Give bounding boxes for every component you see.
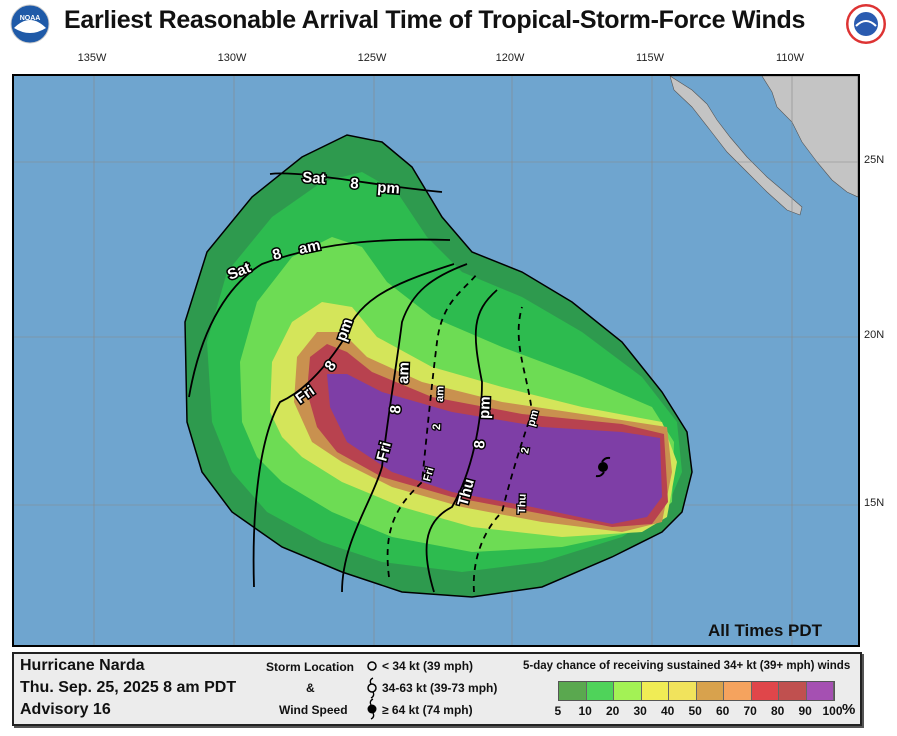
label-fri-2am: am [434,386,447,403]
lon-label: 115W [636,52,664,64]
contour-fri-2am [386,273,478,578]
storm-name: Hurricane Narda [20,657,145,674]
lon-label: 130W [217,52,247,64]
scale-tick: 20 [606,704,620,718]
page-title: Earliest Reasonable Arrival Time of Trop… [64,6,806,34]
land-baja [669,76,858,216]
symbol-text: < 34 kt (39 mph) [382,659,474,673]
scale-swatch [614,682,642,700]
nws-logo [846,4,886,44]
label-fri-8am: am [395,362,413,384]
scale-swatch [586,682,614,700]
label-fri-8am: 8 [387,405,405,415]
scale-tick: 40 [661,704,675,718]
contour-sat-8pm [269,172,443,193]
scale-swatch [641,682,669,700]
contour-fri-8pm [252,263,455,588]
lat-label: 25N [864,154,885,166]
label-sat-8pm: pm [377,179,401,198]
scale-tick: 80 [771,704,785,718]
arrival-contours [188,172,533,593]
scale-swatch [696,682,724,700]
wind-speed-label: Wind Speed [279,703,348,717]
contour-thu-2pm [472,306,533,593]
scale-swatch [779,682,807,700]
lon-label: 120W [495,52,525,64]
scale-swatch [559,682,587,700]
scale-tick: 60 [716,704,730,718]
timezone-note: All Times PDT [708,621,822,640]
label-thu-8pm: 8 [471,440,489,450]
scale-swatch [669,682,697,700]
label-sat-8pm: Sat [302,169,326,188]
header: NOAA Earliest Reasonable Arrival Time of… [0,0,897,46]
legend: Hurricane Narda Thu. Sep. 25, 2025 8 am … [12,652,862,726]
lon-label: 125W [357,52,387,64]
scale-unit: % [842,701,856,718]
lon-label: 135W [77,52,107,64]
lat-label: 15N [864,497,885,509]
storm-symbols [367,661,377,720]
scale-tick: 70 [743,704,757,718]
label-fri-2am: Fri [421,466,436,483]
label-fri-2am: 2 [431,424,443,431]
probability-color-scale [558,681,835,701]
svg-text:NOAA: NOAA [20,15,41,22]
label-thu-8pm: pm [476,396,494,419]
label-thu-2pm: Thu [516,494,529,515]
tropical-storm-icon [367,677,377,699]
scale-tick: 10 [578,704,592,718]
scale-tick: 30 [633,704,647,718]
hurricane-icon [367,698,377,720]
advisory-number: Advisory 16 [20,701,111,718]
advisory-datetime: Thu. Sep. 25, 2025 8 am PDT [20,679,237,696]
contour-sat-8am [188,238,451,398]
noaa-logo: NOAA [10,4,50,44]
lat-label: 20N [864,329,885,341]
scale-tick: 50 [688,704,702,718]
symbol-text: ≥ 64 kt (74 mph) [382,703,473,717]
contour-fri-8am [341,263,468,593]
scale-swatch [724,682,752,700]
probability-swath [184,134,693,598]
lon-label: 110W [776,52,804,64]
amp-label: & [306,681,315,695]
scale-swatch [751,682,779,700]
contour-thu-8pm [425,289,498,593]
open-circle-icon [367,661,377,671]
scale-tick: 90 [798,704,812,718]
scale-swatch [806,682,834,700]
scale-tick: 100 [822,704,843,718]
hurricane-icon [595,456,611,478]
scale-title: 5-day chance of receiving sustained 34+ … [523,660,851,672]
map: Sat 8 pm Sat 8 am Fri 8 pm Fri 8 am Fri … [12,74,860,647]
symbol-text: 34-63 kt (39-73 mph) [382,681,498,695]
scale-tick: 5 [554,704,562,718]
storm-location-label: Storm Location [266,660,355,674]
label-thu-2pm: 2 [519,446,532,454]
label-thu-2pm: pm [525,409,541,428]
label-sat-8pm: 8 [350,175,360,193]
